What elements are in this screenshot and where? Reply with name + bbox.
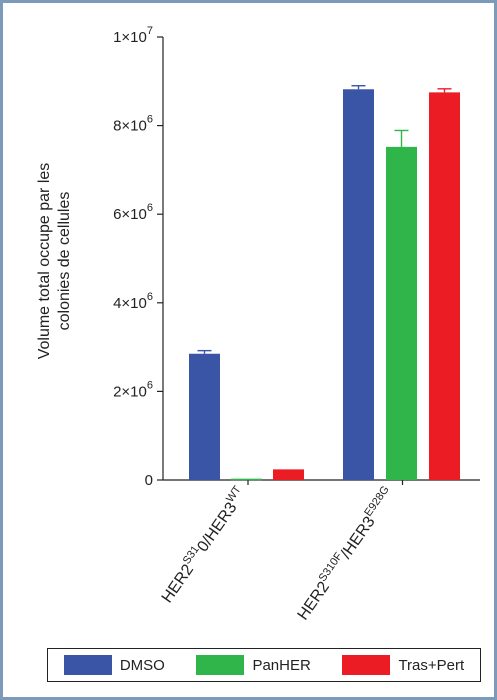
- bar-tras-pert: [429, 92, 460, 480]
- legend-label: DMSO: [119, 656, 165, 674]
- legend-label: Tras+Pert: [398, 656, 465, 674]
- x-tick-label: HER2S310F/HER3E928G: [292, 484, 398, 624]
- legend-label: PanHER: [252, 656, 311, 674]
- bar-chart: Volume total occupe par les colonies de …: [36, 25, 480, 624]
- legend-swatch: [342, 655, 391, 675]
- bar-panher: [231, 478, 262, 481]
- x-tick-label: HER2S310/HER3WT: [156, 484, 250, 607]
- y-tick-label: 2×106: [113, 379, 153, 400]
- legend-swatch: [196, 655, 245, 675]
- legend-swatch: [63, 655, 112, 675]
- x-tick-labels: HER2S310/HER3WT HER2S310F/HER3E928G: [156, 484, 398, 624]
- legend-item-panher: PanHER: [196, 655, 311, 675]
- bar-dmso: [189, 353, 220, 480]
- bars: [189, 85, 460, 481]
- legend-item-tras-pert: Tras+Pert: [342, 655, 464, 675]
- y-tick-label: 6×106: [113, 202, 153, 223]
- y-tick-label: 8×106: [113, 114, 153, 135]
- y-tick-label: 4×106: [113, 291, 153, 312]
- y-axis-label-line2: colonies de cellules: [56, 192, 73, 331]
- bar-panher: [386, 146, 417, 480]
- bar-dmso: [343, 89, 374, 481]
- legend: DMSO PanHER Tras+Pert: [47, 648, 481, 682]
- y-ticks: 0 2×106 4×106 6×106 8×106 1×107: [113, 25, 163, 489]
- y-tick-label: 0: [145, 472, 153, 489]
- y-axis-label-line1: Volume total occupe par les: [36, 163, 53, 360]
- y-axis-label: Volume total occupe par les colonies de …: [36, 163, 73, 360]
- bar-tras-pert: [273, 469, 304, 480]
- y-tick-label: 1×107: [113, 25, 153, 46]
- legend-item-dmso: DMSO: [63, 655, 165, 675]
